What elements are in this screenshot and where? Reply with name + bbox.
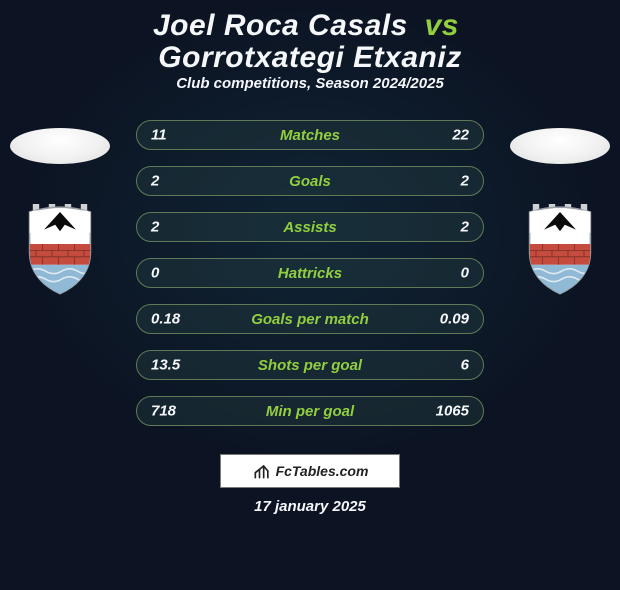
stat-value-left: 0.18	[151, 311, 180, 328]
left-side-column	[10, 128, 110, 296]
footer-date: 17 january 2025	[0, 498, 620, 515]
stat-value-right: 22	[452, 127, 469, 144]
player2-name: Gorrotxategi Etxaniz	[158, 41, 461, 74]
vs-label: vs	[425, 9, 459, 42]
chart-icon	[252, 461, 272, 481]
page-title: Joel Roca Casals vs Gorrotxategi Etxaniz	[16, 10, 604, 73]
stat-row: 0.18 Goals per match 0.09	[136, 304, 484, 334]
stats-table: 11 Matches 22 2 Goals 2 2 Assists 2 0 Ha…	[136, 120, 484, 426]
stat-value-left: 11	[151, 127, 167, 144]
stat-value-left: 2	[151, 173, 159, 190]
brand-box: FcTables.com	[220, 454, 400, 488]
player1-name: Joel Roca Casals	[153, 9, 408, 42]
stat-value-left: 13.5	[151, 357, 180, 374]
player2-club-crest	[520, 204, 600, 296]
right-side-column	[510, 128, 610, 296]
player1-club-crest	[20, 204, 100, 296]
brand-label: FcTables.com	[276, 463, 369, 479]
stat-value-right: 6	[461, 357, 469, 374]
stat-row: 718 Min per goal 1065	[136, 396, 484, 426]
player2-photo-placeholder	[510, 128, 610, 164]
stat-label: Matches	[280, 127, 340, 144]
stat-label: Shots per goal	[258, 357, 362, 374]
stat-label: Hattricks	[278, 265, 342, 282]
stat-value-left: 0	[151, 265, 159, 282]
stat-row: 2 Goals 2	[136, 166, 484, 196]
stat-label: Min per goal	[266, 403, 354, 420]
stat-value-right: 1065	[436, 403, 469, 420]
stat-row: 2 Assists 2	[136, 212, 484, 242]
stat-label: Goals per match	[251, 311, 369, 328]
subtitle: Club competitions, Season 2024/2025	[0, 75, 620, 92]
stat-row: 13.5 Shots per goal 6	[136, 350, 484, 380]
stat-value-right: 0.09	[440, 311, 469, 328]
stat-value-left: 2	[151, 219, 159, 236]
stat-row: 0 Hattricks 0	[136, 258, 484, 288]
stat-label: Goals	[289, 173, 331, 190]
stat-value-left: 718	[151, 403, 176, 420]
stat-label: Assists	[283, 219, 336, 236]
stat-value-right: 0	[461, 265, 469, 282]
player1-photo-placeholder	[10, 128, 110, 164]
stat-value-right: 2	[461, 219, 469, 236]
stat-row: 11 Matches 22	[136, 120, 484, 150]
stat-value-right: 2	[461, 173, 469, 190]
